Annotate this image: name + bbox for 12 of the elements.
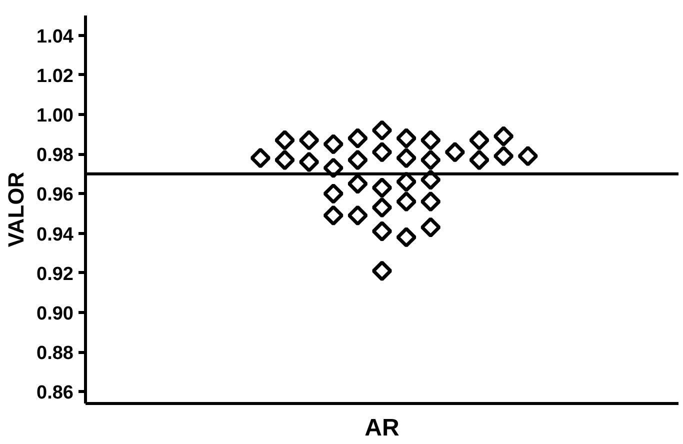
y-tick-label: 1.04 [36, 26, 74, 48]
x-tick-label: AR [364, 414, 400, 442]
y-axis-title: VALOR [4, 172, 29, 248]
y-tick-label: 0.94 [36, 224, 74, 246]
y-tick-label: 1.00 [36, 105, 74, 126]
y-tick-label: 1.02 [36, 66, 74, 87]
y-tick-label: 0.92 [36, 264, 74, 285]
y-tick-label: 0.86 [36, 382, 74, 404]
y-tick-label: 0.90 [36, 303, 74, 324]
y-tick-label: 0.88 [36, 343, 74, 364]
y-tick-label: 0.98 [36, 145, 74, 166]
y-tick-label: 0.96 [36, 184, 74, 206]
